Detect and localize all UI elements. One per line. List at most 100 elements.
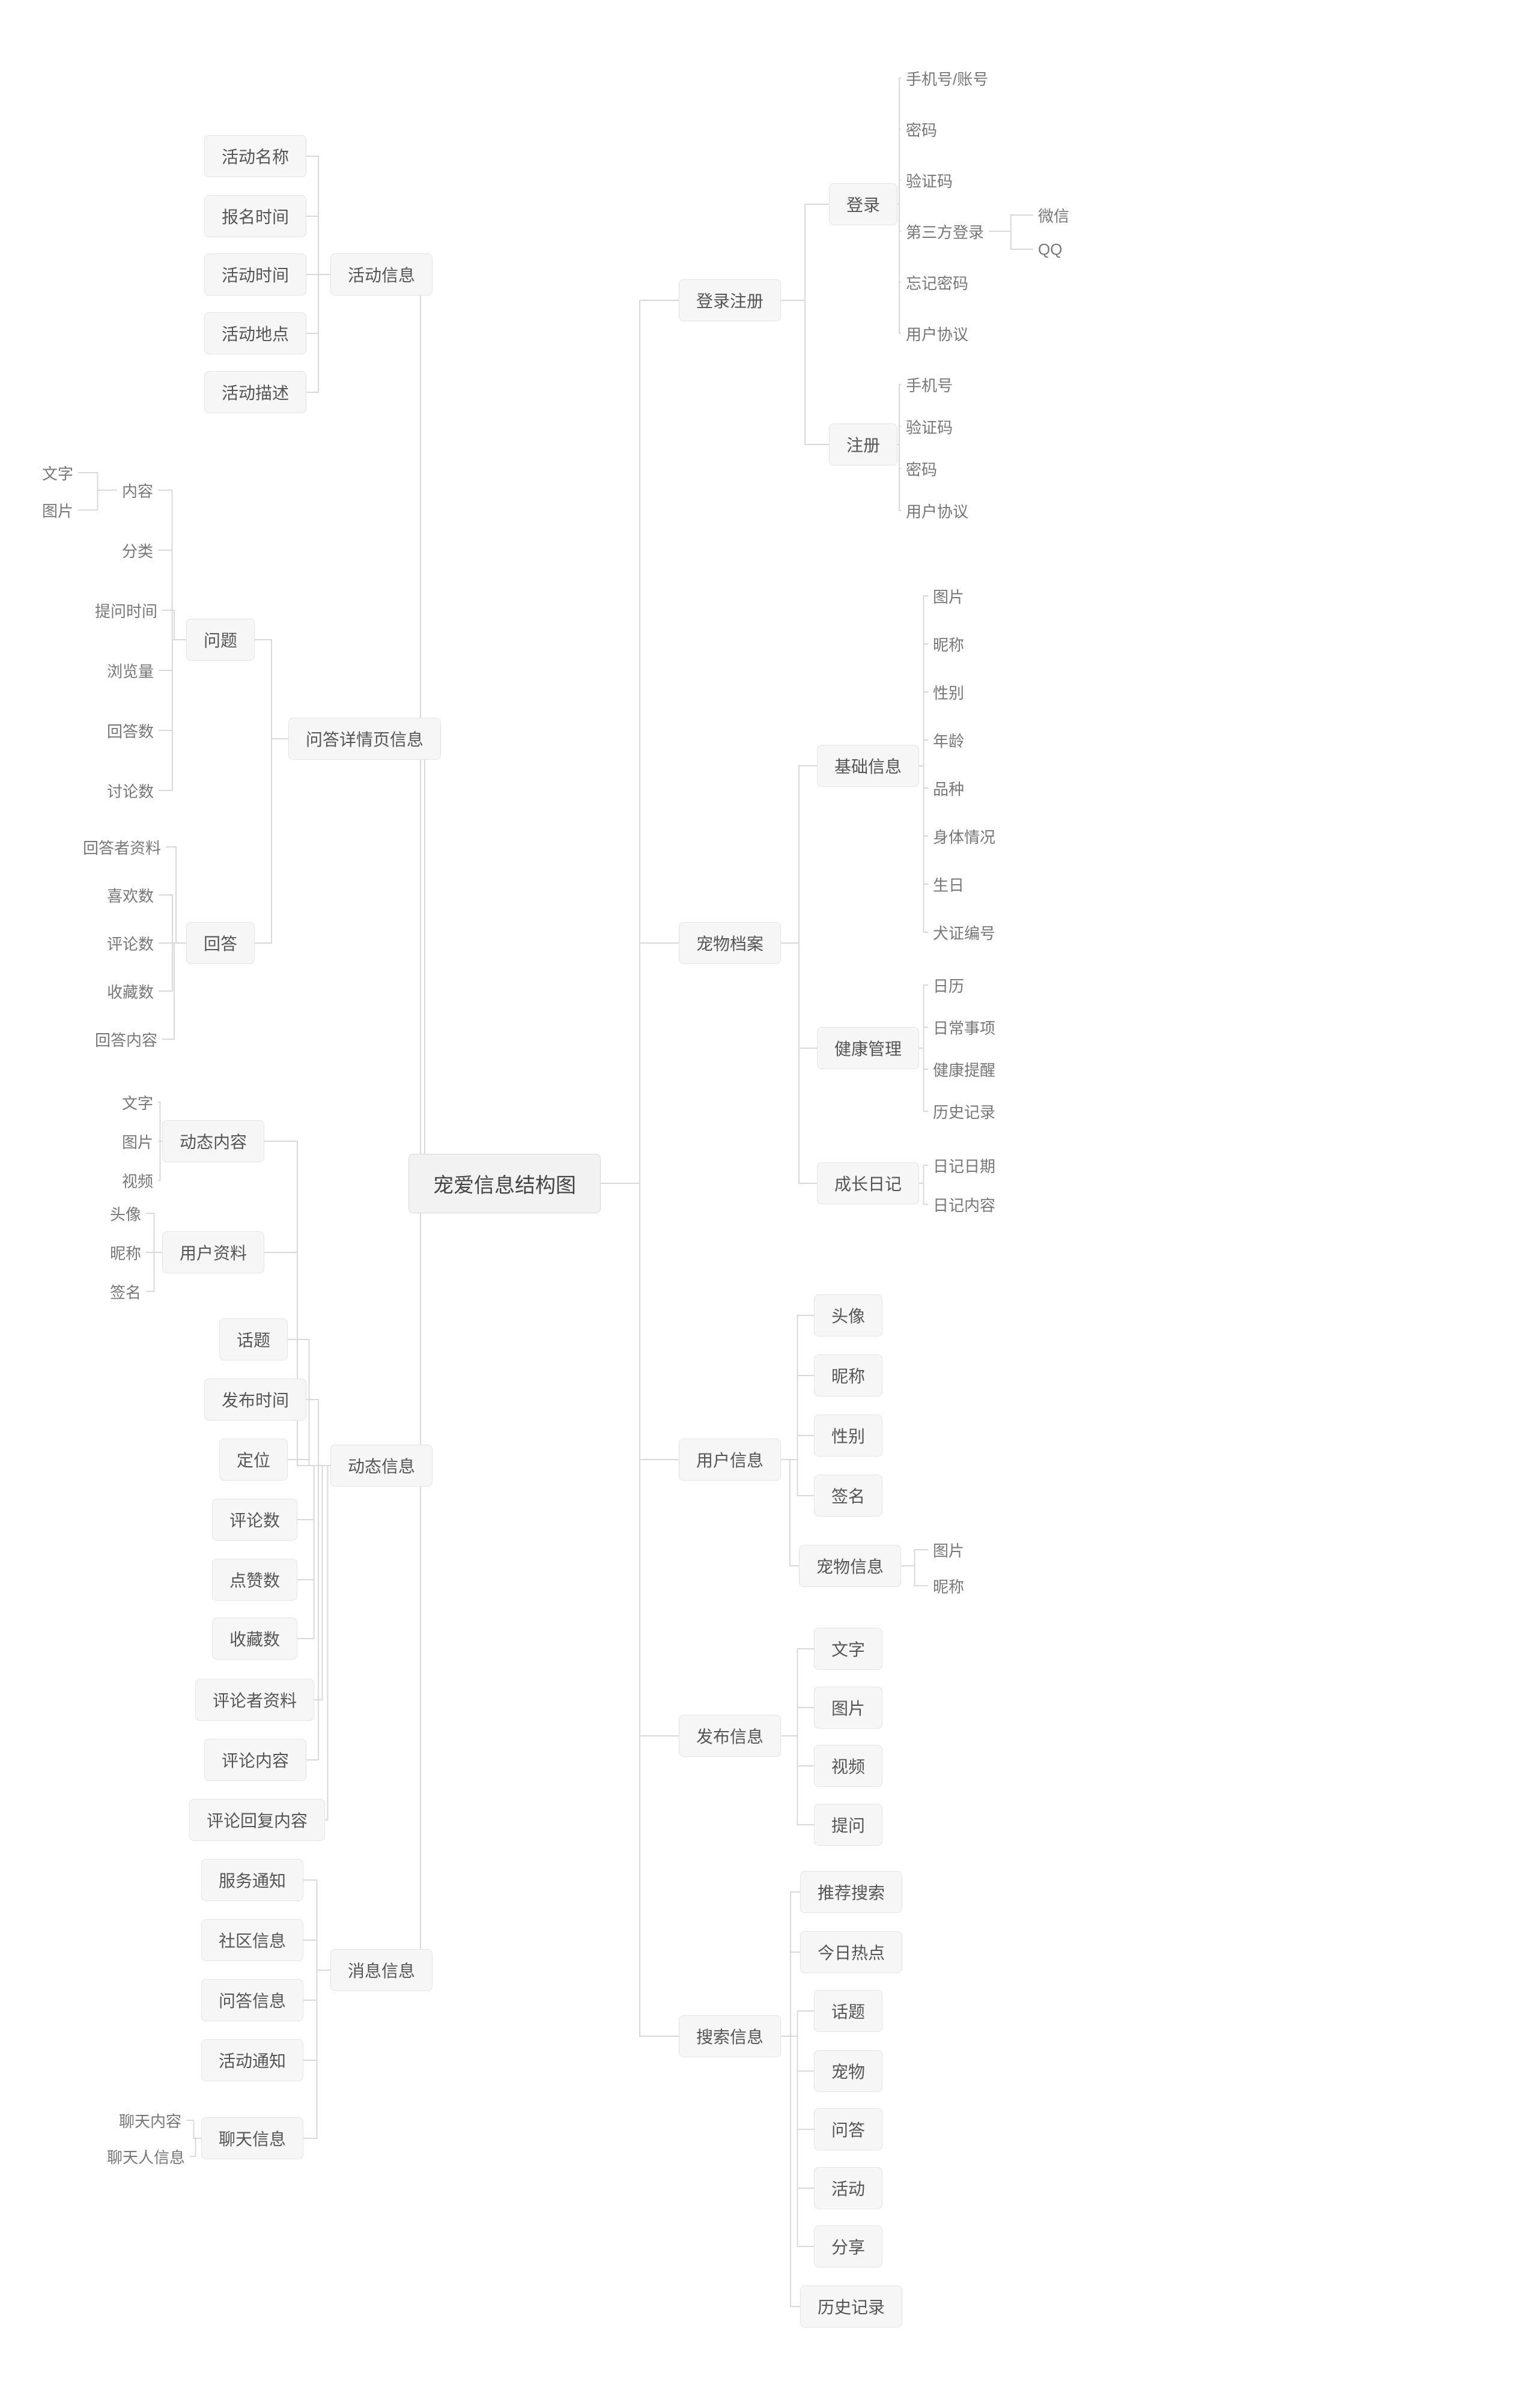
node-label: 日常事项 [933,1019,995,1037]
node-label: 性别 [831,1427,865,1446]
node-手机号/账号: 手机号/账号 [901,65,993,92]
connector [919,766,928,884]
node-图片: 图片 [117,1128,158,1155]
node-问答: 问答 [814,2108,882,2150]
connector [781,1649,814,1736]
node-label: 头像 [831,1307,865,1326]
connector [919,644,928,766]
node-年龄: 年龄 [928,727,969,754]
node-label: 宠物 [831,2063,865,2081]
node-label: 问答 [831,2121,865,2140]
node-label: 图片 [122,1133,153,1151]
node-label: 用户协议 [906,503,968,521]
node-密码: 密码 [901,455,942,482]
connector [186,2120,201,2138]
node-label: 签名 [110,1284,141,1302]
node-qa-q: 问题 [186,619,255,661]
connector [306,274,330,392]
connector [919,1048,928,1069]
connector [919,766,928,932]
node-文字: 文字 [814,1628,882,1670]
node-label: 图片 [933,588,964,606]
node-label: 动态内容 [180,1133,247,1151]
connector [781,766,817,943]
node-label: 服务通知 [219,1872,286,1890]
node-pet-diary: 成长日记 [817,1162,919,1204]
node-服务通知: 服务通知 [201,1859,303,1901]
node-label: 聊天内容 [119,2112,181,2131]
node-label: 收藏数 [107,983,154,1001]
node-search: 搜索信息 [679,2015,781,2057]
node-用户协议: 用户协议 [901,497,973,524]
connector [781,1708,814,1736]
node-生日: 生日 [928,871,969,898]
node-label: 分类 [122,542,153,560]
connector [255,739,288,943]
connector [159,640,186,670]
node-label: 昵称 [110,1245,141,1263]
node-label: 社区信息 [219,1932,286,1950]
connector [303,1940,330,1970]
node-label: 发布时间 [222,1391,289,1410]
node-label: 点赞数 [229,1571,280,1590]
node-密码: 密码 [901,116,942,143]
connector [781,2011,814,2036]
node-活动: 活动 [814,2167,882,2209]
node-label: 文字 [831,1640,865,1659]
connector [781,1460,799,1566]
connector [781,2036,814,2246]
connector [781,1460,814,1496]
node-user-pet: 宠物信息 [799,1545,901,1587]
node-label: 宠爱信息结构图 [433,1174,576,1197]
connector [162,943,186,1039]
connector [901,1566,928,1586]
node-label: 文字 [42,465,73,483]
node-label: 登录注册 [696,292,763,311]
connector [408,1183,433,1970]
connector [306,216,330,274]
node-聊天内容: 聊天内容 [114,2107,186,2134]
connector [919,985,928,1048]
node-讨论数: 讨论数 [102,777,159,804]
node-推荐搜索: 推荐搜索 [800,1871,902,1913]
node-性别: 性别 [928,679,969,706]
node-问答信息: 问答信息 [201,1979,303,2021]
node-label: 宠物档案 [696,935,763,953]
node-feed-user: 用户资料 [162,1231,264,1273]
connector [159,640,186,790]
node-QQ: QQ [1033,238,1067,261]
node-回答数: 回答数 [102,717,159,744]
connector [781,1436,814,1460]
node-评论内容: 评论内容 [204,1739,306,1781]
node-label: 图片 [42,502,73,520]
node-label: 评论者资料 [213,1691,297,1710]
node-图片: 图片 [928,583,969,610]
node-login-third: 第三方登录 [901,218,989,245]
node-label: 第三方登录 [906,223,984,241]
node-label: 犬证编号 [933,924,995,942]
connector [989,215,1033,231]
node-收藏数: 收藏数 [102,978,159,1005]
node-评论者资料: 评论者资料 [195,1679,314,1721]
node-label: 定位 [237,1451,270,1470]
node-label: 注册 [846,436,880,455]
node-feed: 动态信息 [330,1445,433,1487]
node-label: 宠物信息 [816,1557,884,1576]
node-评论回复内容: 评论回复内容 [189,1799,325,1841]
node-验证码: 验证码 [901,167,958,194]
node-label: 活动描述 [222,384,289,402]
connector [303,1970,330,2060]
node-评论数: 评论数 [212,1499,297,1541]
connector [601,1183,679,1736]
node-pub: 发布信息 [679,1715,781,1757]
node-label: 报名时间 [222,208,289,226]
connector [159,640,186,730]
node-微信: 微信 [1033,202,1074,229]
node-label: 图片 [933,1542,964,1560]
node-活动通知: 活动通知 [201,2039,303,2081]
node-label: 问答详情页信息 [306,730,423,749]
node-label: 登录 [846,196,880,214]
node-label: 动态信息 [348,1457,415,1476]
node-label: 回答 [204,935,237,953]
node-label: 品种 [933,780,964,798]
